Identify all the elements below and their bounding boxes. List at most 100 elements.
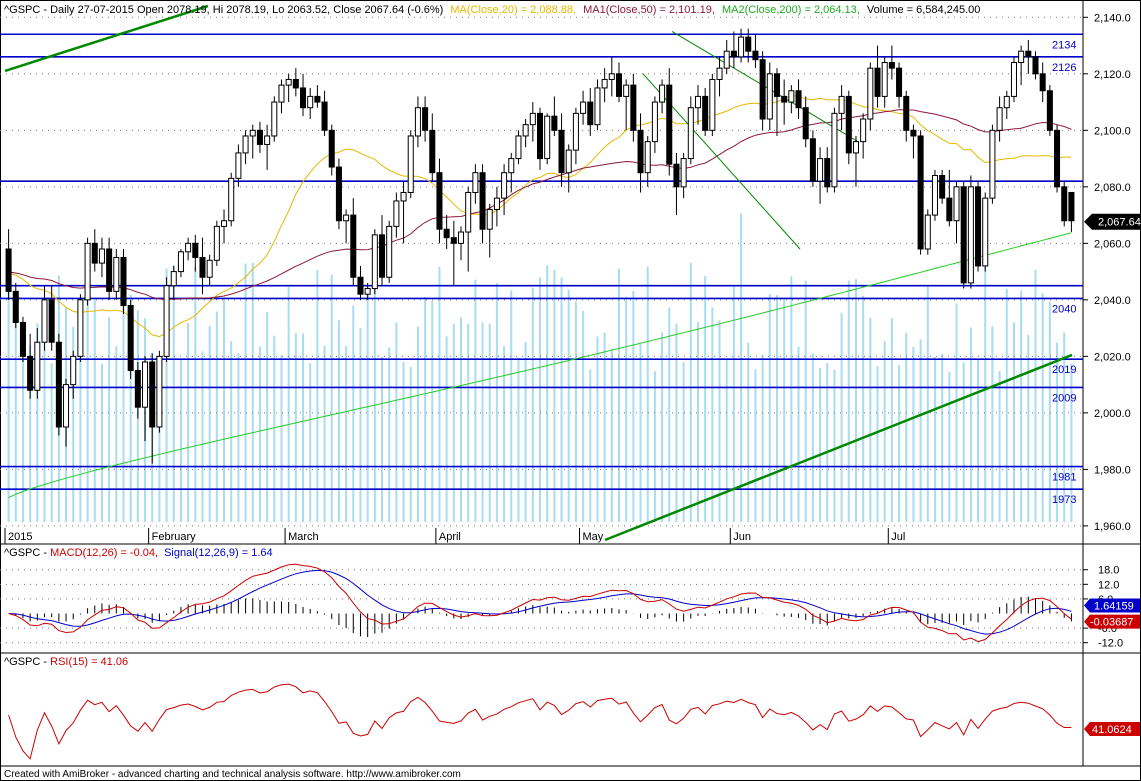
candle-body bbox=[967, 186, 974, 284]
candle-body bbox=[371, 234, 378, 290]
axis-tick-label: 2,080.0 bbox=[1094, 182, 1131, 194]
volume-bar bbox=[93, 299, 96, 522]
volume-bar bbox=[646, 266, 649, 522]
volume-bar bbox=[632, 290, 635, 522]
volume-bar bbox=[869, 317, 872, 522]
volume-bar bbox=[1056, 342, 1059, 522]
candle-body bbox=[888, 62, 895, 69]
candle-body bbox=[874, 67, 881, 97]
macd-signal-label: Signal(12,26,9) = 1.64 bbox=[164, 547, 273, 559]
candle-body bbox=[580, 101, 587, 114]
candle-body bbox=[407, 135, 414, 193]
volume-bar bbox=[381, 357, 384, 522]
volume-bar bbox=[481, 322, 484, 522]
volume-bar bbox=[43, 316, 46, 522]
volume-bar bbox=[108, 317, 111, 522]
candle-body bbox=[292, 78, 299, 89]
candle-body bbox=[70, 355, 77, 386]
candle-body bbox=[536, 112, 544, 160]
volume-bar bbox=[402, 362, 405, 522]
candle-body bbox=[120, 256, 127, 306]
rsi-label: RSI(15) = 41.06 bbox=[50, 656, 128, 668]
month-label: May bbox=[582, 531, 603, 543]
volume-bar bbox=[280, 355, 283, 522]
candle-body bbox=[285, 78, 292, 86]
candle-body bbox=[752, 50, 759, 61]
rsi-value-marker: 41.0624 bbox=[1084, 722, 1140, 737]
candle-body bbox=[414, 107, 421, 137]
candle-body bbox=[1010, 62, 1017, 97]
candle-body bbox=[457, 231, 465, 244]
volume-bar bbox=[395, 322, 398, 522]
candle-body bbox=[443, 228, 450, 239]
candle-body bbox=[587, 101, 594, 126]
axis-tick-label: 2,000.0 bbox=[1094, 408, 1131, 420]
volume-bar bbox=[740, 213, 743, 523]
ma200-line bbox=[8, 232, 1072, 499]
candle-body bbox=[170, 271, 177, 287]
candle-body bbox=[314, 95, 321, 103]
candle-body bbox=[213, 225, 220, 261]
volume-bar bbox=[761, 355, 764, 522]
volume-bar bbox=[115, 346, 118, 522]
candle-body bbox=[824, 158, 831, 188]
macd-axis-label: 12.0 bbox=[1098, 579, 1119, 591]
volume-bar bbox=[460, 317, 463, 522]
volume-bar bbox=[775, 295, 778, 522]
candle-body bbox=[436, 172, 443, 230]
candle-body bbox=[235, 152, 242, 179]
level-label: 2009 bbox=[1052, 392, 1076, 404]
volume-bar bbox=[36, 323, 39, 522]
candle-body bbox=[572, 112, 579, 151]
month-label: Jun bbox=[733, 531, 751, 543]
candle-body bbox=[1003, 95, 1010, 109]
candle-body bbox=[465, 191, 472, 233]
volume-bar bbox=[266, 311, 269, 522]
candle-body bbox=[486, 208, 493, 230]
signal-value-label: 1.64159 bbox=[1094, 601, 1134, 613]
volume-bar bbox=[21, 359, 24, 522]
volume-bar bbox=[747, 342, 750, 522]
volume-bar bbox=[625, 296, 628, 522]
month-label: March bbox=[288, 531, 319, 543]
level-label: 2040 bbox=[1052, 303, 1076, 315]
volume-bar bbox=[819, 367, 822, 522]
level-label: 2019 bbox=[1052, 364, 1076, 376]
volume-bar bbox=[100, 363, 103, 522]
trendline-support bbox=[604, 353, 1073, 542]
volume-bar bbox=[488, 323, 491, 522]
candle-body bbox=[601, 78, 608, 89]
volume-bar bbox=[1063, 332, 1066, 522]
macd-label: MACD(12,26) = -0.04, bbox=[50, 547, 158, 559]
volume-bar bbox=[661, 332, 664, 522]
candle-body bbox=[1061, 186, 1068, 222]
volume-bar bbox=[804, 280, 807, 522]
candle-body bbox=[615, 73, 623, 97]
volume-bar bbox=[876, 366, 879, 522]
candlesticks bbox=[5, 28, 1075, 464]
candle-body bbox=[809, 138, 816, 182]
volume-bar bbox=[862, 295, 865, 522]
volume-bar bbox=[187, 323, 190, 522]
volume-bar bbox=[524, 342, 527, 522]
volume-bar bbox=[230, 341, 233, 522]
axis-tick-label: 2,020.0 bbox=[1094, 351, 1131, 363]
candle-body bbox=[745, 36, 752, 52]
candle-body bbox=[1025, 50, 1032, 58]
volume-bar bbox=[639, 342, 642, 522]
month-axis: 2015 February March April May Jun Jul bbox=[4, 528, 905, 544]
candle-body bbox=[852, 141, 859, 154]
candle-body bbox=[307, 95, 314, 109]
volume-bar bbox=[215, 311, 218, 522]
volume-bar bbox=[610, 348, 613, 522]
volume-bar bbox=[309, 363, 312, 522]
candle-body bbox=[659, 84, 666, 103]
candle-body bbox=[1046, 90, 1053, 131]
candle-body bbox=[903, 95, 910, 131]
volume-bars bbox=[7, 213, 1073, 523]
volume-bar bbox=[955, 303, 958, 522]
axis-tick-label: 1,980.0 bbox=[1094, 464, 1131, 476]
month-label: April bbox=[439, 531, 461, 543]
candle-body bbox=[422, 107, 429, 131]
